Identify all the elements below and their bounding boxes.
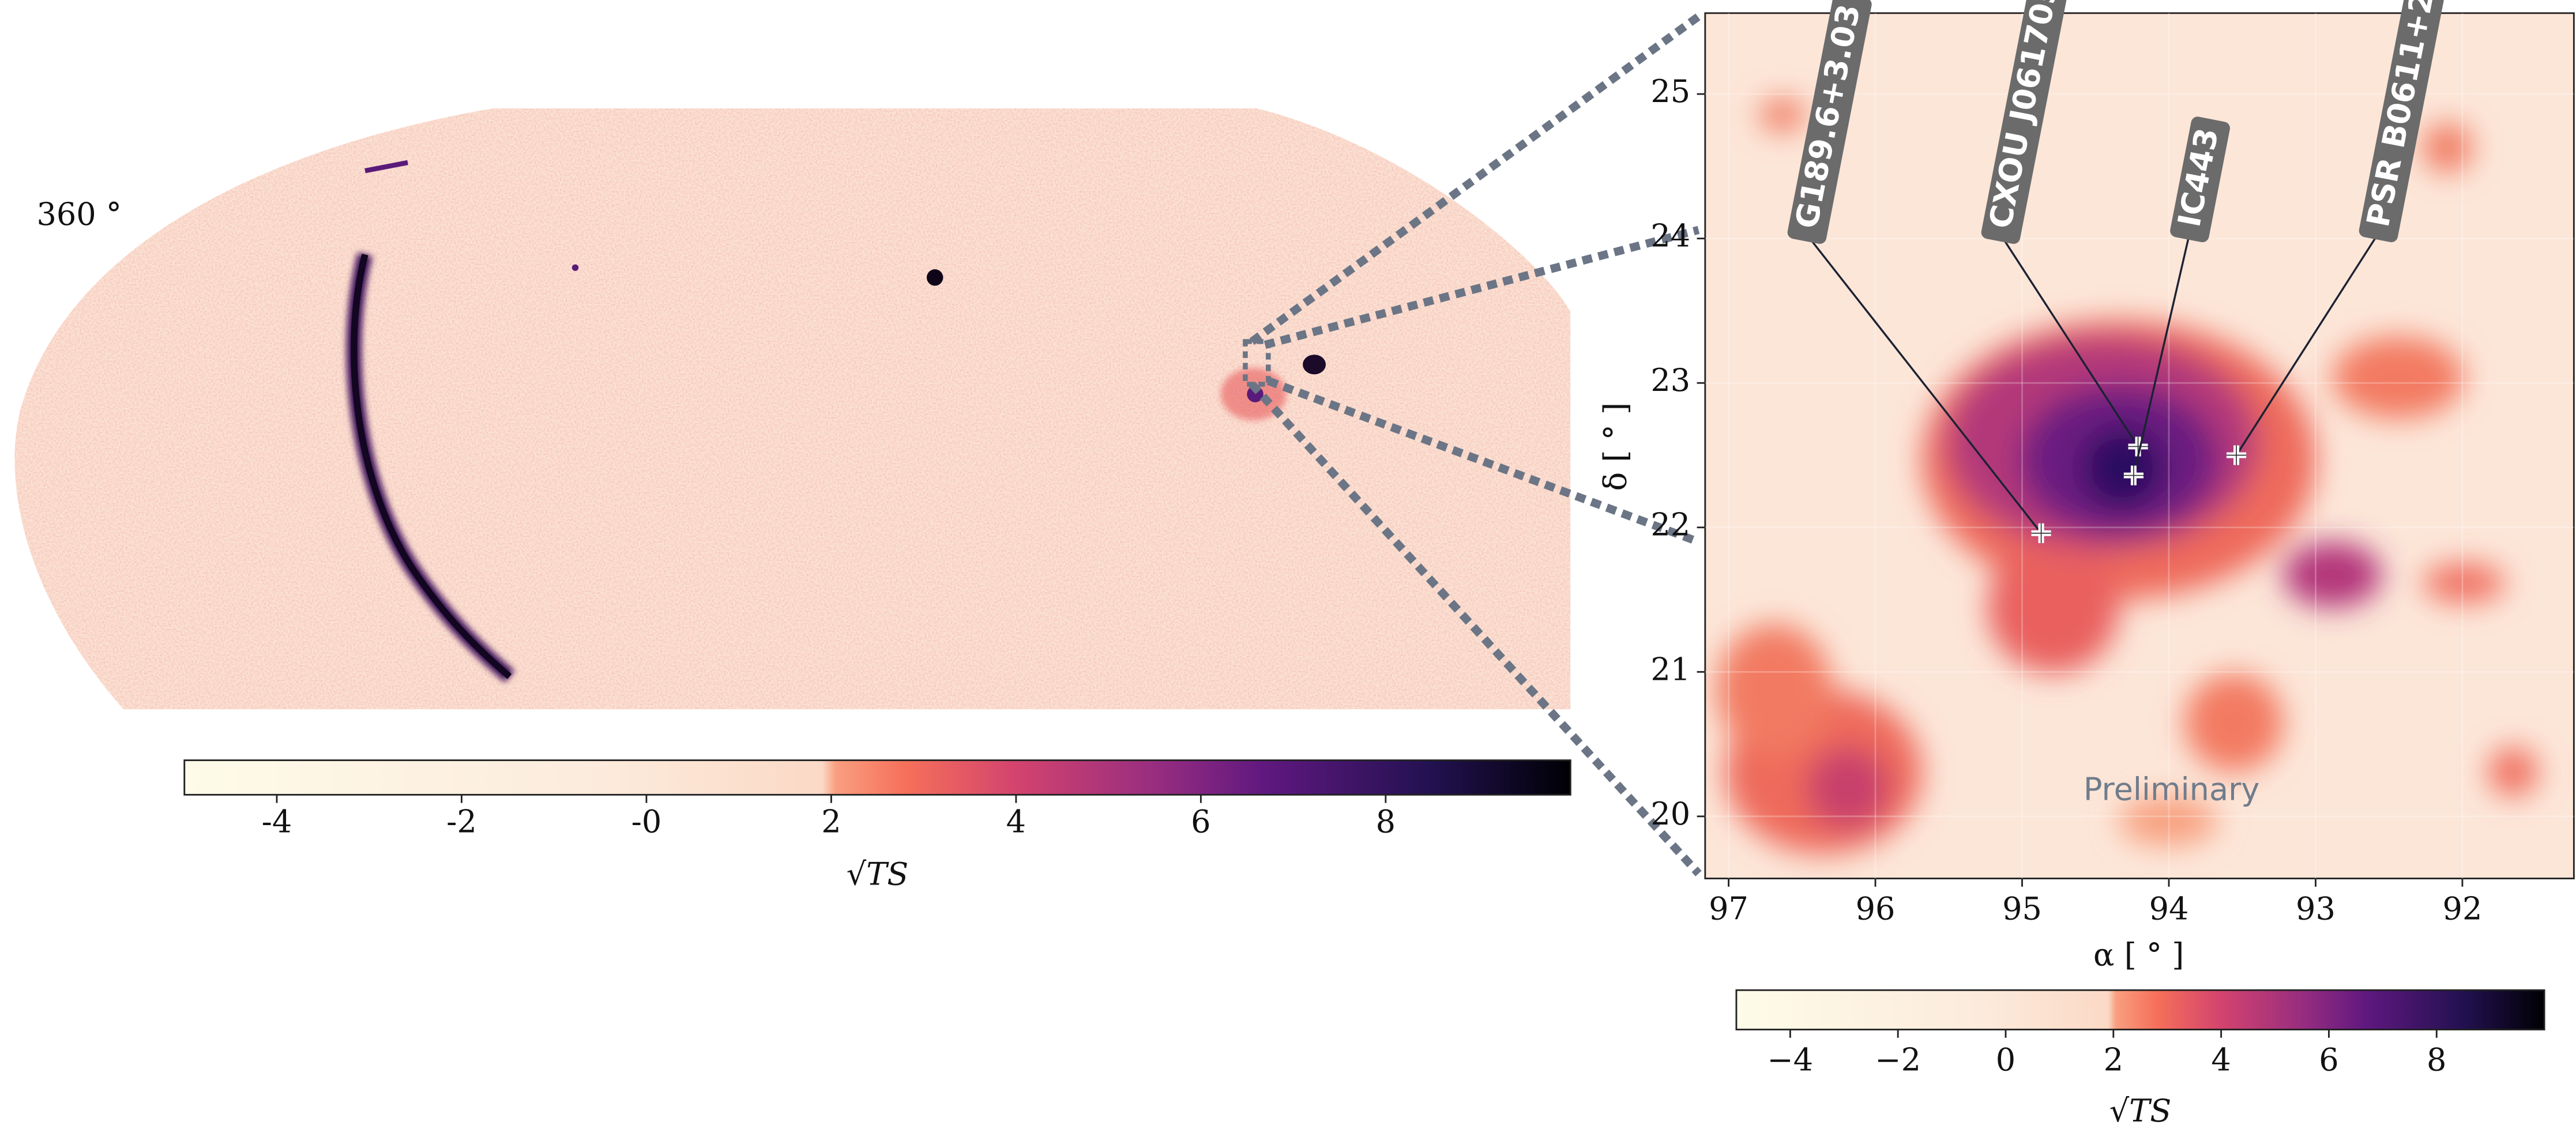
hotspot [1303,355,1326,375]
source-marker-edge [2031,523,2051,543]
x-tick-label: 92 [2443,891,2483,927]
hotspot [926,269,943,286]
y-tick-label: 23 [1650,362,1690,398]
y-tick-label: 22 [1650,507,1690,543]
y-axis-label: δ [ ° ] [1597,402,1634,491]
colorbar-tick-label: 6 [2319,1042,2338,1078]
hotspot [364,160,408,174]
y-tick-label: 20 [1650,796,1690,832]
colorbar [183,759,1571,796]
colorbar-tick-label: 8 [2427,1042,2446,1078]
label-box [1981,0,2070,244]
colorbar-tick-label: 8 [1376,804,1396,840]
label-box [2359,0,2450,243]
colorbar [1735,989,2545,1031]
colorbar-tick-label: 2 [2104,1042,2123,1078]
y-tick-label: 24 [1650,218,1690,254]
x-tick-label: 95 [2002,891,2042,927]
zoom-frame [1704,12,2575,880]
hotspot [571,264,579,271]
source-leader [2000,234,2139,447]
watermark: Preliminary [2084,771,2259,807]
x-tick-label: 97 [1709,891,1748,927]
y-tick-label: 21 [1650,651,1690,687]
colorbar-tick-label: 2 [821,804,841,840]
colorbar-tick-label: -0 [631,804,662,840]
sky-map [14,108,1571,710]
x-axis-label: α [ ° ] [2093,936,2184,973]
x-tick-label: 93 [2296,891,2336,927]
sky-noise [14,108,1571,710]
label-box [2170,116,2230,243]
source-marker-edge [2123,465,2144,485]
zoom-emission [1716,98,2538,854]
zoom-line [1249,13,1701,345]
x-tick-label: 96 [1856,891,1896,927]
x-tick-label: 94 [2149,891,2189,927]
y-tick-label: 25 [1650,73,1690,110]
colorbar-tick-label: 4 [2211,1042,2231,1078]
colorbar-tick-label: −2 [1875,1042,1921,1078]
colorbar-label: √TS [847,856,909,893]
zoom-line [1266,377,1700,546]
source-leader [2235,232,2379,456]
colorbar-label: √TS [2109,1093,2172,1129]
corner-label: 360 ° [36,196,122,232]
colorbar-tick-label: -4 [262,804,292,840]
colorbar-tick-label: 0 [1996,1042,2015,1078]
colorbar-tick-label: 6 [1191,804,1210,840]
zoom-line [1263,225,1700,349]
source-leader [1806,234,2042,534]
zoom-lines [1248,13,1702,876]
zoom-line [1248,381,1702,876]
label-box [1787,0,1872,244]
source-marker-edge [2226,445,2247,465]
colorbar-tick-label: −4 [1767,1042,1813,1078]
colorbar-tick-label: 4 [1006,804,1026,840]
galactic-plane-core [351,254,512,679]
source-leader [2133,233,2191,476]
colorbar-tick-label: -2 [446,804,477,840]
